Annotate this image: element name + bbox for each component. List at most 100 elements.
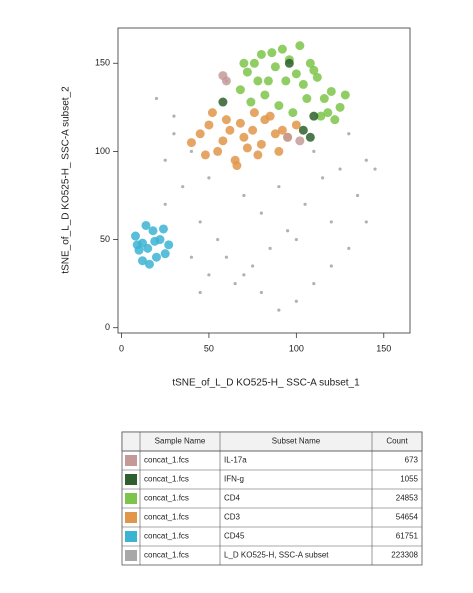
point xyxy=(284,58,294,68)
point xyxy=(189,255,194,259)
point xyxy=(291,69,301,79)
point xyxy=(225,125,235,135)
point xyxy=(329,264,333,268)
count: 223308 xyxy=(391,551,418,560)
subset-name: CD3 xyxy=(224,513,241,522)
point xyxy=(364,220,368,224)
swatch xyxy=(125,493,137,504)
sample-name: concat_1.fcs xyxy=(144,456,189,465)
point xyxy=(189,149,194,154)
x-tick-label: 100 xyxy=(289,343,304,353)
point xyxy=(207,108,217,118)
point xyxy=(298,79,308,89)
plot-frame xyxy=(117,27,411,334)
point xyxy=(259,290,263,295)
point xyxy=(270,129,280,139)
swatch xyxy=(125,455,137,466)
point xyxy=(160,249,170,259)
point xyxy=(186,138,196,148)
swatch xyxy=(125,512,137,523)
point xyxy=(347,246,351,250)
point xyxy=(239,132,249,142)
point xyxy=(150,236,160,246)
sample-name: concat_1.fcs xyxy=(144,494,189,503)
point xyxy=(364,158,368,162)
column-header: Sample Name xyxy=(155,437,206,446)
point xyxy=(242,273,246,277)
point xyxy=(164,240,174,250)
count: 24853 xyxy=(396,494,419,503)
point xyxy=(207,273,211,277)
point xyxy=(207,176,211,180)
swatch xyxy=(125,474,137,485)
swatch xyxy=(125,550,137,561)
y-tick-label: 50 xyxy=(100,234,110,244)
x-tick-label: 50 xyxy=(204,343,214,353)
sample-name: concat_1.fcs xyxy=(144,551,189,560)
point xyxy=(355,193,360,198)
point xyxy=(218,97,228,107)
y-tick-label: 0 xyxy=(105,322,110,332)
point xyxy=(294,237,298,242)
point xyxy=(232,161,242,171)
point xyxy=(319,94,329,104)
point xyxy=(347,132,351,136)
point xyxy=(246,97,256,107)
column-header: Count xyxy=(386,437,408,446)
point xyxy=(218,71,228,81)
point xyxy=(253,150,263,160)
subset-name: IL-17a xyxy=(224,456,247,465)
sample-name: concat_1.fcs xyxy=(144,513,189,522)
point xyxy=(338,167,342,171)
subset-name: CD45 xyxy=(224,532,245,541)
point xyxy=(163,158,167,162)
point xyxy=(288,108,298,118)
point xyxy=(267,48,277,58)
point xyxy=(200,150,210,160)
point xyxy=(291,120,301,130)
subset-name: L_D KO525-H, SSC-A subset xyxy=(224,551,329,560)
point xyxy=(283,132,293,142)
point xyxy=(277,185,281,189)
subset-name: CD4 xyxy=(224,494,241,503)
point xyxy=(277,44,287,54)
point xyxy=(204,120,214,130)
point xyxy=(239,58,249,68)
point xyxy=(154,96,159,101)
point xyxy=(312,282,316,286)
point xyxy=(233,282,237,286)
point xyxy=(158,224,168,234)
point xyxy=(309,65,319,75)
point xyxy=(213,146,223,156)
point xyxy=(268,246,272,250)
point xyxy=(218,136,228,146)
point xyxy=(198,220,202,224)
point xyxy=(277,308,281,312)
point xyxy=(216,237,220,242)
point xyxy=(312,72,322,82)
point xyxy=(309,111,319,121)
point xyxy=(277,125,287,135)
point xyxy=(295,41,305,51)
point xyxy=(281,76,291,86)
point xyxy=(305,58,315,68)
point xyxy=(256,49,266,59)
point xyxy=(263,76,273,86)
point xyxy=(195,129,205,139)
point xyxy=(251,264,255,268)
sample-name: concat_1.fcs xyxy=(144,532,189,541)
point xyxy=(224,255,229,259)
point xyxy=(305,132,315,142)
legend-table: Sample Name Subset Name Count concat_1.fcs I… xyxy=(121,431,423,566)
point xyxy=(274,101,284,111)
point xyxy=(249,58,259,68)
point xyxy=(274,146,284,156)
point xyxy=(148,226,158,236)
point xyxy=(260,115,270,125)
point xyxy=(340,90,350,100)
point xyxy=(373,167,377,171)
point xyxy=(253,76,263,86)
point xyxy=(312,149,316,154)
y-axis-label: tSNE_of_L_D KO525-H_ SSC-A subset_2 xyxy=(61,86,72,274)
